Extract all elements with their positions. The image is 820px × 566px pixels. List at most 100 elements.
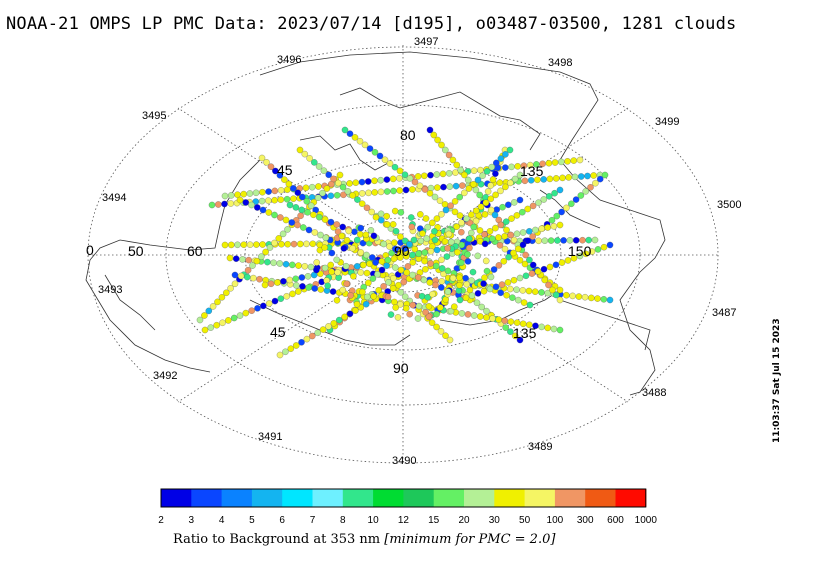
cloud-point xyxy=(303,335,311,343)
cloud-point xyxy=(334,269,341,276)
cloud-point xyxy=(288,219,296,226)
cloud-point xyxy=(538,289,545,296)
cloud-point xyxy=(240,241,248,248)
cloud-point xyxy=(383,221,391,228)
cloud-point xyxy=(519,241,527,249)
legend-swatch xyxy=(221,489,253,507)
cloud-point xyxy=(397,289,405,296)
cloud-point xyxy=(295,262,302,269)
cloud-point xyxy=(271,196,278,204)
cloud-point xyxy=(415,274,422,281)
cloud-point xyxy=(497,187,504,195)
cloud-point xyxy=(221,192,229,200)
cloud-point xyxy=(474,176,482,184)
cloud-point xyxy=(305,226,313,234)
cloud-point xyxy=(280,278,287,285)
cloud-point xyxy=(231,280,239,288)
cloud-point xyxy=(383,212,390,220)
cloud-point xyxy=(492,224,499,232)
cloud-point xyxy=(491,211,499,219)
cloud-point xyxy=(297,240,304,248)
cloud-point xyxy=(411,178,419,186)
cloud-point xyxy=(458,219,465,226)
cloud-point xyxy=(544,224,551,231)
cloud-point xyxy=(323,185,331,192)
cloud-point xyxy=(490,266,498,273)
cloud-point xyxy=(440,183,447,191)
cloud-point xyxy=(213,321,220,329)
cloud-point xyxy=(468,229,475,237)
longitude-labels: 0 50 60 45 80 135 90 150 45 135 90 xyxy=(86,127,592,376)
timestamp: 11:03:37 Sat Jul 15 2023 xyxy=(772,318,782,443)
cloud-point xyxy=(508,215,515,222)
legend-swatch xyxy=(342,489,374,507)
legend-frame xyxy=(160,488,647,508)
cloud-point xyxy=(317,270,324,278)
legend-swatch xyxy=(282,489,313,507)
cloud-point xyxy=(426,190,434,197)
cloud-point xyxy=(456,281,463,289)
cloud-point xyxy=(497,289,504,297)
cloud-point xyxy=(311,285,318,292)
cloud-point xyxy=(242,199,250,206)
cloud-point xyxy=(244,273,251,281)
cloud-point xyxy=(276,351,284,359)
cloud-point xyxy=(401,245,409,252)
cloud-point xyxy=(483,267,491,275)
cloud-point xyxy=(391,207,399,215)
cloud-point xyxy=(535,237,542,245)
cloud-point xyxy=(480,280,487,287)
cloud-point xyxy=(433,215,441,222)
cloud-point xyxy=(498,281,506,288)
cloud-point xyxy=(513,212,521,219)
cloud-point xyxy=(444,245,451,252)
cloud-point xyxy=(389,175,397,183)
legend-tick-label: 1000 xyxy=(635,515,658,526)
cloud-point xyxy=(276,172,284,179)
cloud-point xyxy=(401,293,409,300)
cloud-point xyxy=(501,233,508,240)
cloud-point xyxy=(417,211,424,218)
cloud-point xyxy=(436,197,444,204)
cloud-point xyxy=(262,248,269,256)
cloud-point xyxy=(314,194,322,201)
cloud-point xyxy=(409,301,417,309)
cloud-point xyxy=(452,169,459,176)
cloud-point xyxy=(196,316,204,324)
cloud-point xyxy=(282,260,290,268)
cloud-point xyxy=(438,141,445,149)
cloud-point xyxy=(271,211,278,219)
cloud-point xyxy=(425,303,433,310)
cloud-point xyxy=(321,264,329,272)
cloud-point xyxy=(392,304,399,311)
cloud-point xyxy=(246,241,254,248)
cloud-point xyxy=(553,212,561,220)
cloud-point xyxy=(275,235,283,242)
cloud-point xyxy=(335,274,342,281)
cloud-point xyxy=(458,228,465,236)
cloud-point xyxy=(378,266,386,274)
cloud-point xyxy=(284,240,291,248)
cloud-point xyxy=(594,246,602,253)
cloud-point xyxy=(389,221,397,228)
cloud-point xyxy=(389,285,397,292)
legend-swatch xyxy=(585,489,616,507)
cloud-point xyxy=(346,130,354,137)
cloud-point xyxy=(461,171,468,179)
cloud-point xyxy=(285,180,293,188)
cloud-point xyxy=(374,271,381,278)
cloud-point xyxy=(428,319,436,326)
legend-tick-label: 300 xyxy=(577,515,594,526)
cloud-point xyxy=(370,232,378,240)
cloud-point xyxy=(540,265,548,273)
legend-swatch xyxy=(464,489,495,507)
cloud-point xyxy=(462,294,470,302)
cloud-point xyxy=(321,216,329,223)
cloud-point xyxy=(386,243,393,250)
cloud-point xyxy=(290,195,297,202)
cloud-point xyxy=(350,273,357,280)
cloud-point xyxy=(426,126,434,134)
cloud-point xyxy=(470,181,477,188)
cloud-point xyxy=(452,182,460,190)
cloud-point xyxy=(371,149,379,156)
